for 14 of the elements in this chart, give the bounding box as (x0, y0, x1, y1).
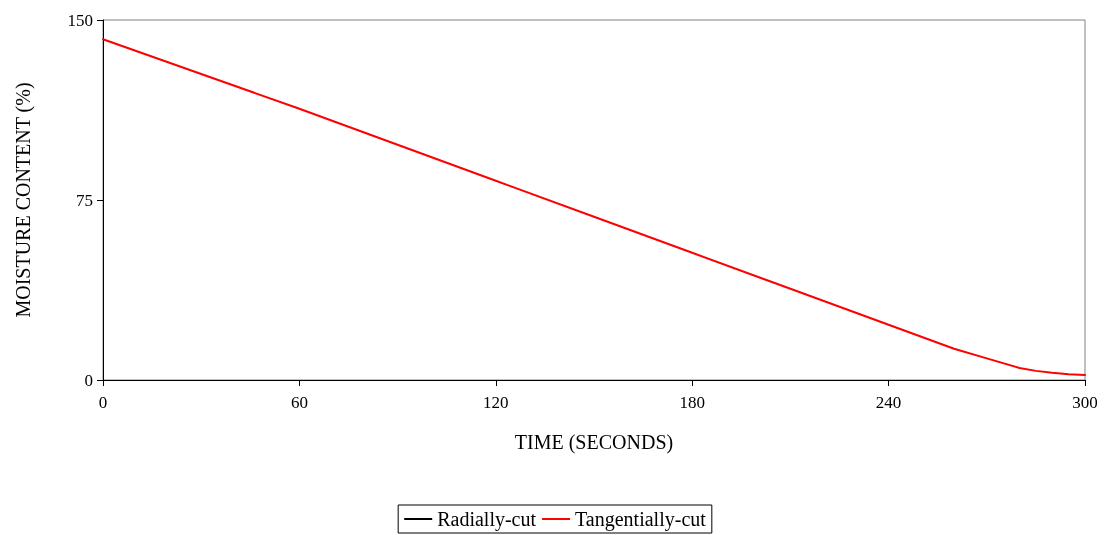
x-tick-label: 0 (98, 393, 108, 412)
x-tick-label: 180 (679, 393, 705, 412)
x-axis-title: TIME (SECONDS) (514, 431, 674, 454)
x-tick-label: 60 (290, 393, 308, 412)
legend-label: Tangentially-cut (575, 508, 707, 531)
y-axis-title: MOISTURE CONTENT (%) (12, 82, 35, 318)
y-tick-label: 75 (76, 190, 93, 210)
line-series (102, 38, 1086, 376)
y-tick-label: 0 (84, 370, 93, 390)
legend-label: Radially-cut (437, 508, 537, 531)
x-tick-label: 300 (1072, 393, 1098, 412)
x-tick-label: 120 (483, 393, 509, 412)
y-tick-label: 150 (67, 10, 93, 30)
x-tick-label: 240 (875, 393, 902, 412)
